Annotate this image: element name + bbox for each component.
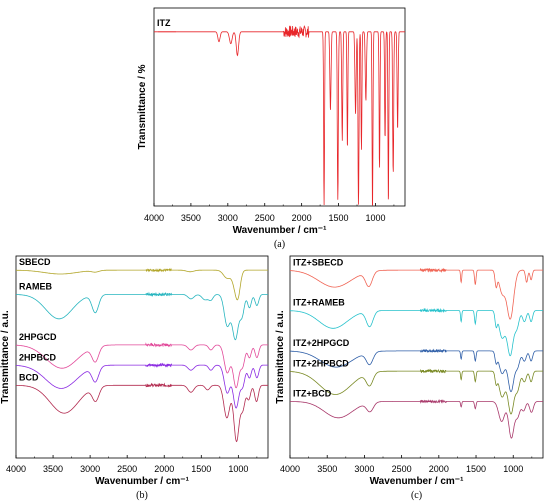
panel-2: 4000 3500 3000 2500 2000 1500 1000 Wavenumber /… bbox=[275, 255, 544, 501]
plot-frame bbox=[153, 7, 406, 207]
series-line-2hpbcd bbox=[16, 362, 268, 409]
series-line-rameb bbox=[16, 291, 268, 341]
series-label: BCD bbox=[19, 372, 39, 382]
series-line-bcd bbox=[16, 382, 268, 443]
series-line-sbecd bbox=[16, 267, 268, 301]
series-label: ITZ+BCD bbox=[293, 388, 332, 398]
x-tick-label: 2000 bbox=[154, 464, 174, 474]
series-label: 2HPGCD bbox=[19, 332, 57, 342]
series-line-2hpgcd bbox=[16, 342, 268, 389]
series-label: ITZ bbox=[157, 18, 171, 28]
x-tick-label: 1500 bbox=[191, 464, 211, 474]
x-tick-label: 1000 bbox=[228, 464, 248, 474]
series-line-itz-bcd bbox=[290, 398, 543, 439]
x-tick-label: 3500 bbox=[43, 464, 63, 474]
x-tick-label: 2000 bbox=[429, 464, 449, 474]
x-tick-label: 1500 bbox=[329, 213, 349, 223]
x-tick-label: 3000 bbox=[218, 213, 238, 223]
x-tick-label: 3000 bbox=[354, 464, 374, 474]
series-label: RAMEB bbox=[19, 282, 52, 292]
series-label: ITZ+RAMEB bbox=[293, 298, 345, 308]
x-tick-label: 4000 bbox=[6, 464, 26, 474]
x-axis-label: Wavenumber / cm⁻¹ bbox=[95, 476, 189, 487]
x-tick-label: 3500 bbox=[181, 213, 201, 223]
series-label: SBECD bbox=[19, 257, 51, 267]
x-axis-label: Wavenumber / cm⁻¹ bbox=[370, 476, 464, 487]
series-label: 2HPBCD bbox=[19, 352, 57, 362]
series-line-itz bbox=[154, 25, 405, 206]
series-label: ITZ+SBECD bbox=[293, 258, 344, 268]
series-line-itz-rameb bbox=[290, 307, 543, 357]
y-axis-label: Transmittance / % bbox=[137, 64, 148, 149]
panel-label: (c) bbox=[411, 490, 422, 501]
series-line-itz-sbecd bbox=[290, 267, 543, 320]
x-tick-label: 2500 bbox=[392, 464, 412, 474]
series-label: ITZ+2HPBCD bbox=[293, 358, 349, 368]
plot-frame bbox=[15, 255, 269, 459]
panel-0: 4000 3500 3000 2500 2000 1500 1000 Wavenumber /… bbox=[137, 7, 406, 250]
panel-1: 4000 3500 3000 2500 2000 1500 1000 Wavenumber /… bbox=[0, 255, 269, 501]
x-tick-label: 1000 bbox=[365, 213, 385, 223]
x-tick-label: 1000 bbox=[503, 464, 523, 474]
series-line-itz-2hpbcd bbox=[290, 368, 543, 415]
series-line-itz-2hpgcd bbox=[289, 348, 543, 393]
x-tick-label: 2500 bbox=[117, 464, 137, 474]
x-axis-label: Wavenumber / cm⁻¹ bbox=[233, 225, 327, 236]
x-tick-label: 3500 bbox=[317, 464, 337, 474]
x-tick-label: 3000 bbox=[80, 464, 100, 474]
y-axis-label: Transmittance / a.u. bbox=[0, 310, 11, 404]
x-tick-label: 4000 bbox=[280, 464, 300, 474]
y-axis-label: Transmittance / a.u. bbox=[275, 310, 286, 404]
x-tick-label: 1500 bbox=[466, 464, 486, 474]
plot-frame bbox=[289, 255, 544, 459]
series-label: ITZ+2HPGCD bbox=[293, 338, 350, 348]
panel-label: (a) bbox=[274, 239, 285, 250]
panel-label: (b) bbox=[136, 490, 148, 501]
x-tick-label: 2000 bbox=[292, 213, 312, 223]
x-tick-label: 4000 bbox=[144, 213, 164, 223]
x-tick-label: 2500 bbox=[255, 213, 275, 223]
